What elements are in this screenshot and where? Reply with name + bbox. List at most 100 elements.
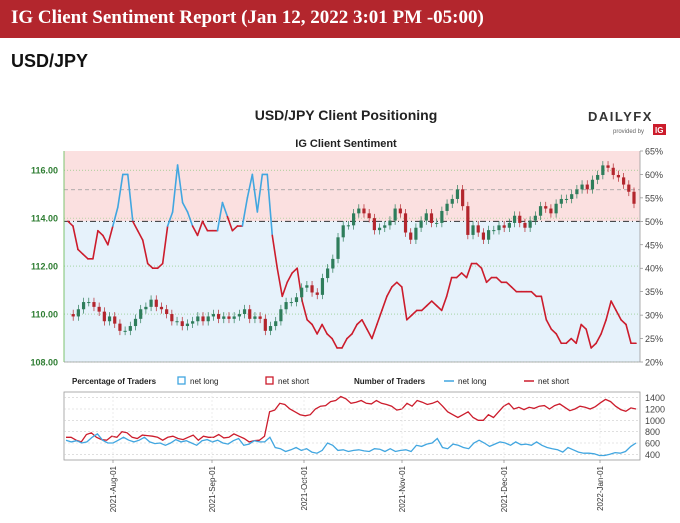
price-candle — [144, 306, 148, 310]
price-candle — [409, 232, 413, 240]
net-long-pct-segment — [331, 337, 338, 349]
net-long-pct-segment — [266, 173, 274, 237]
price-candle — [300, 287, 304, 298]
price-candle — [585, 184, 589, 190]
price-candle — [559, 198, 563, 204]
net-long-pct-segment — [361, 318, 368, 330]
percent-tick-label: 45% — [645, 240, 663, 250]
price-candle — [622, 177, 626, 185]
net-long-pct-segment — [286, 272, 294, 284]
price-candle — [492, 230, 496, 232]
legend-item-label: net long — [458, 377, 486, 386]
price-candle — [159, 306, 164, 310]
legend: Percentage of Traders Number of Traders ne… — [72, 376, 570, 386]
net-short-zone — [64, 151, 640, 222]
net-long-pct-segment — [181, 201, 189, 213]
price-candle — [357, 208, 361, 214]
percent-tick-label: 65% — [645, 147, 663, 157]
net-long-pct-segment — [401, 286, 408, 321]
price-candle — [424, 213, 428, 221]
traders-tick-label: 400 — [645, 450, 660, 460]
price-candle — [403, 213, 408, 233]
chart-subtitle: IG Client Sentiment — [295, 138, 397, 150]
price-candle — [87, 302, 91, 304]
net-long-pct-segment — [276, 267, 284, 298]
price-candle — [268, 326, 273, 331]
price-candle — [596, 174, 600, 180]
net-long-pct-segment — [311, 323, 318, 335]
net-long-pct-segment — [102, 234, 109, 246]
report-title: IG Client Sentiment Report (Jan 12, 2022… — [11, 7, 484, 28]
price-candle — [476, 225, 480, 233]
net-long-pct-segment — [216, 201, 224, 232]
price-candle — [216, 314, 221, 319]
net-long-pct-segment — [550, 328, 558, 335]
net-long-pct-segment — [156, 262, 164, 270]
price-candle — [180, 321, 184, 327]
price-candle — [461, 189, 465, 207]
net-long-pct-segment — [196, 220, 204, 237]
net-long-pct-segment — [161, 225, 169, 265]
date-tick-label: 2021-Aug-01 — [109, 465, 118, 512]
price-candle — [331, 258, 335, 269]
legend-swatch-box — [265, 376, 274, 385]
percent-tick-label: 40% — [645, 264, 663, 274]
price-candle — [346, 225, 351, 227]
net-long-pct-segment — [540, 295, 548, 321]
price-candle — [232, 316, 236, 319]
net-long-pct-segment — [112, 206, 119, 227]
net-long-pct-segment — [226, 215, 234, 232]
net-long-pct-segment — [391, 281, 398, 288]
net-long-pct-segment — [505, 281, 513, 288]
net-long-pct-segment — [605, 300, 612, 321]
report-banner: IG Client Sentiment Report (Jan 12, 2022… — [0, 0, 680, 38]
net-long-pct-segment — [321, 323, 328, 335]
price-candle — [227, 316, 231, 319]
price-candle — [107, 316, 112, 322]
logo-subtext: provided by — [613, 129, 644, 135]
net-long-pct-segment — [241, 197, 249, 227]
price-candle — [580, 184, 584, 190]
price-candle — [92, 302, 96, 307]
net-long-pct-segment — [341, 337, 348, 349]
price-candle — [279, 309, 283, 322]
price-candle — [523, 222, 527, 228]
net-long-pct-segment — [221, 201, 229, 218]
net-long-pct-segment — [271, 234, 279, 270]
price-candle — [487, 230, 491, 240]
net-long-pct-segment — [256, 173, 264, 213]
net-long-pct-segment — [475, 262, 483, 270]
main-plot: 108.00 110.00 112.00 114.00 116.00 20% 25% 30% 3… — [30, 147, 663, 368]
percent-tick-label: 55% — [645, 193, 663, 203]
net-long-pct-segment — [356, 318, 363, 326]
net-long-pct-segment — [615, 309, 622, 321]
net-long-pct-segment — [92, 229, 99, 260]
net-long-pct-segment — [146, 262, 154, 270]
price-candle — [320, 278, 325, 295]
net-long-pct-segment — [495, 276, 503, 284]
price-candle — [118, 323, 122, 331]
price-candle — [450, 198, 454, 204]
net-long-pct-segment — [176, 164, 184, 204]
net-long-pct-segment — [565, 337, 573, 345]
net-long-pct-segment — [590, 342, 597, 349]
net-long-pct-segment — [346, 333, 353, 340]
price-candle — [253, 316, 257, 319]
net-long-pct-segment — [117, 173, 124, 209]
price-candle — [185, 323, 190, 327]
net-long-pct-segment — [420, 304, 428, 312]
price-candle — [170, 314, 174, 322]
date-tick-label: 2021-Nov-01 — [398, 465, 407, 512]
net-long-pct-segment — [246, 173, 254, 199]
price-candle — [336, 237, 340, 259]
net-long-pct-segment — [82, 253, 89, 260]
net-long-pct-segment — [136, 229, 144, 241]
traders-tick-label: 1200 — [645, 405, 665, 415]
net-long-pct-segment — [107, 225, 114, 246]
price-candle — [518, 215, 522, 223]
price-candle — [575, 189, 579, 195]
net-long-pct-segment — [351, 323, 358, 335]
dailyfx-logo: DAILYFX provided by IG — [588, 109, 666, 135]
traders-tick-label: 1000 — [645, 416, 665, 426]
